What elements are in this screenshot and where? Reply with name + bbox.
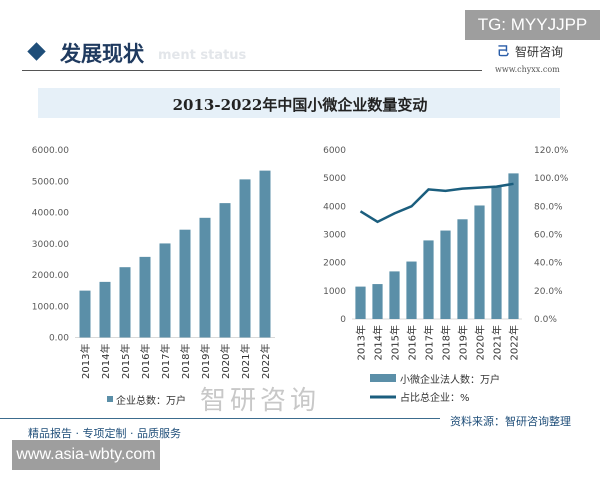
bar [440,230,451,319]
slogan: 精品报告 · 专项定制 · 品质服务 [28,427,181,440]
x-tick-label: 2020年 [474,325,487,360]
x-tick-label: 2016年 [139,344,152,379]
y-tick-label: 4000 [323,202,346,212]
x-tick-label: 2014年 [99,344,112,379]
logo-name: 智研咨询 [515,45,564,59]
y-tick-label: 5000 [323,174,346,184]
bar [139,256,151,338]
footer-divider [0,418,440,419]
charts: 0.00 1000.00 2000.00 3000.00 4000.00 5000.00 6… [32,146,569,407]
y-tick-label: 6000 [323,146,346,156]
bar [179,229,191,338]
source-note: 资料来源：智研咨询整理 [450,415,571,428]
x-tick-label: 2013年 [355,325,368,360]
bar [119,267,131,338]
y-tick-label: 6000.00 [32,146,69,156]
bar [239,179,251,338]
y2-tick-label: 120.0% [534,146,569,156]
legend-label: 小微企业法人数：万户 [400,373,500,386]
x-tick-label: 2017年 [423,325,436,360]
brand-watermark: 智研咨询 [200,386,321,416]
bar [99,281,111,338]
bar [259,170,271,338]
header-divider [22,70,482,71]
bar [219,203,231,338]
x-tick-label: 2021年 [491,325,504,360]
y-tick-label: 3000.00 [32,240,69,250]
bar [79,290,91,338]
bar [355,286,366,319]
y-tick-label: 3000 [323,231,346,241]
x-tick-label: 2020年 [219,344,232,379]
x-tick-label: 2014年 [372,325,385,360]
y2-tick-label: 0.0% [534,315,557,325]
bar [474,205,485,319]
bar [491,186,502,319]
x-tick-label: 2017年 [159,344,172,379]
chart-title: 2013-2022年中国小微企业数量变动 [172,96,428,114]
tg-watermark: TG: MYYJJPP [465,10,600,40]
y-tick-label: 0.00 [49,334,69,344]
bar [389,271,400,319]
x-tick-label: 2019年 [457,325,470,360]
x-tick-label: 2021年 [239,344,252,379]
bar [199,217,211,338]
x-tick-label: 2018年 [179,344,192,379]
section-subtitle: ment status [158,48,247,63]
url-watermark: www.asia-wbty.com [12,440,160,470]
section-title: 发展现状 [60,41,144,66]
y-tick-label: 1000 [323,287,346,297]
title-banner [38,88,560,118]
y-tick-label: 1000.00 [32,302,69,312]
bar [372,284,383,319]
bar [159,243,171,338]
right-chart: 0 1000 2000 3000 4000 5000 6000 2013年 2014年 2015年… [323,146,569,404]
x-tick-label: 2015年 [389,325,402,360]
x-tick-label: 2016年 [406,325,419,360]
y-tick-label: 5000.00 [32,177,69,187]
legend-label: 企业总数：万户 [116,394,186,407]
bar [423,240,434,319]
x-tick-label: 2019年 [199,344,212,379]
legend-bar-swatch [107,396,113,402]
y2-tick-label: 60.0% [534,231,563,241]
y-tick-label: 2000 [323,259,346,269]
y-tick-label: 4000.00 [32,209,69,219]
diamond-icon [27,42,46,61]
y-tick-label: 2000.00 [32,271,69,281]
legend-label: 占比总企业：% [400,391,470,404]
x-tick-label: 2013年 [79,344,92,379]
x-tick-label: 2022年 [259,344,272,379]
logo-url: www.chyxx.com [495,65,560,74]
x-tick-label: 2015年 [119,344,132,379]
x-tick-label: 2018年 [440,325,453,360]
bar [457,219,468,319]
y2-tick-label: 80.0% [534,202,563,212]
legend-bar-swatch [370,374,396,382]
left-chart: 0.00 1000.00 2000.00 3000.00 4000.00 5000.00 6… [32,146,275,407]
bar [406,261,417,319]
line-series [359,182,514,224]
bar [508,173,519,319]
y2-tick-label: 20.0% [534,287,563,297]
y-tick-label: 0 [340,315,346,325]
y2-tick-label: 100.0% [534,174,569,184]
y2-tick-label: 40.0% [534,259,563,269]
x-tick-label: 2022年 [508,325,521,360]
logo-icon: 己 [497,44,510,58]
